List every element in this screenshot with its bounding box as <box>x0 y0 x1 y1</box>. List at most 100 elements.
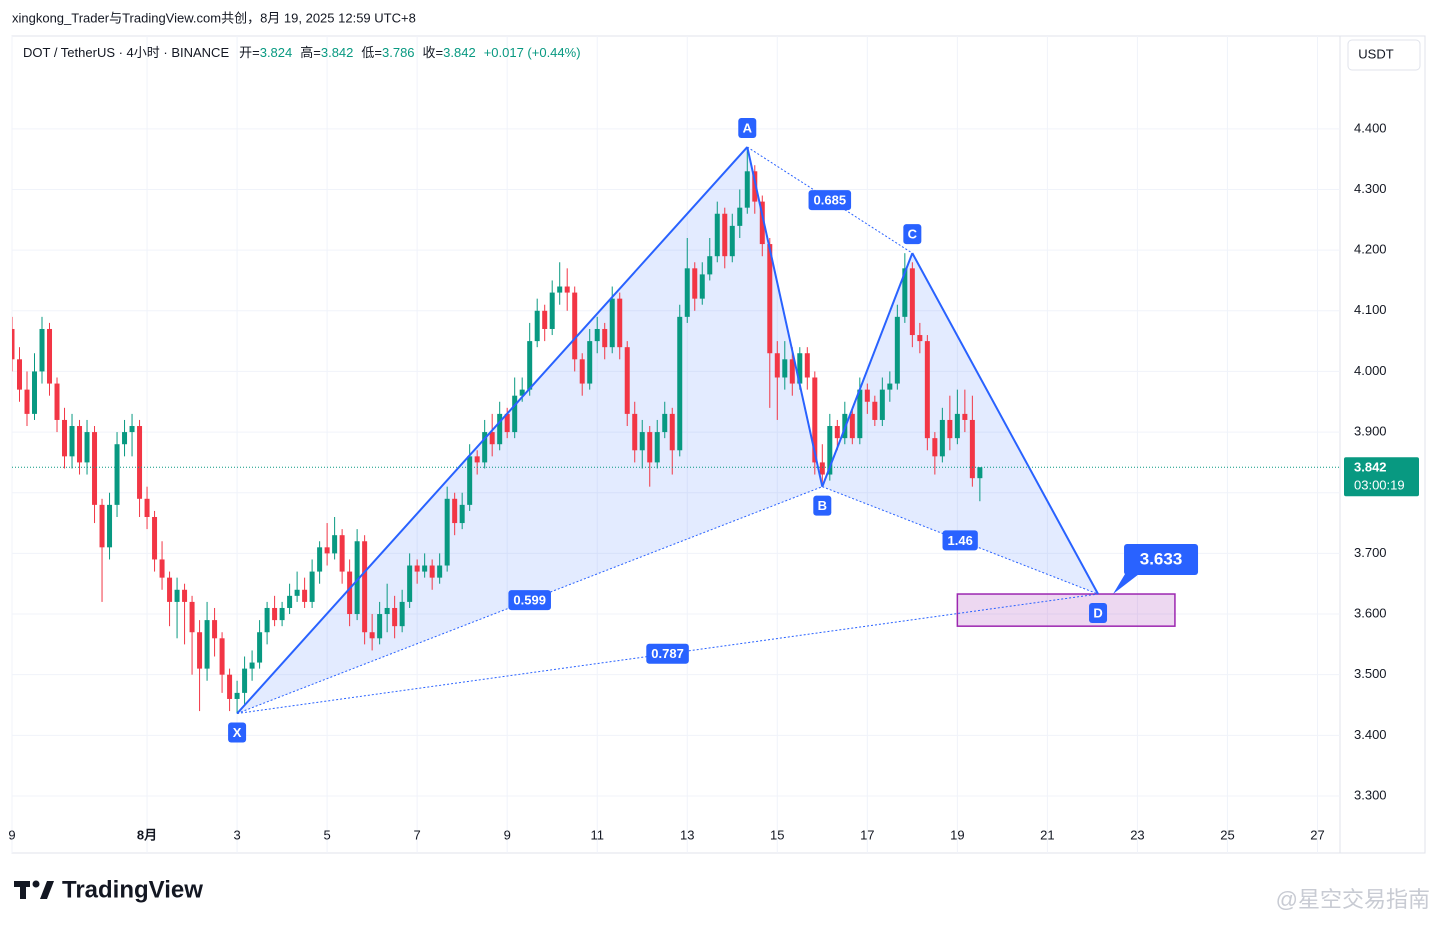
candle-body <box>92 432 98 505</box>
y-tick-label: 4.200 <box>1354 242 1387 257</box>
point-label: C <box>908 227 918 242</box>
currency-button[interactable] <box>1347 39 1421 71</box>
candle-body <box>354 541 360 615</box>
ratio-label-box <box>808 190 852 211</box>
candle-body <box>384 607 390 615</box>
x-tick-label: 19 <box>950 827 964 842</box>
x-tick-label: 5 <box>324 827 331 842</box>
candle-body <box>399 601 405 627</box>
candle-body <box>977 467 983 479</box>
candle-body <box>497 413 503 445</box>
symbol: DOT / TetherUS · 4小时 · BINANCE <box>23 45 229 60</box>
y-tick-label: 4.300 <box>1354 181 1387 196</box>
candle-body <box>804 353 810 378</box>
currency[interactable]: USDT <box>1358 46 1393 61</box>
candle-body <box>572 292 578 360</box>
x-tick-label: 21 <box>1040 827 1054 842</box>
candle-body <box>159 559 165 578</box>
candle-body <box>369 632 375 639</box>
candle-body <box>422 565 428 572</box>
ratio-label-box <box>942 530 978 551</box>
candle-body <box>362 541 368 633</box>
logo <box>14 880 54 899</box>
ratio-line <box>237 593 1099 714</box>
last-price: 3.842 <box>1354 460 1387 475</box>
candle-body <box>407 565 413 602</box>
candle-body <box>339 535 345 572</box>
candle-body <box>137 426 143 499</box>
candle-body <box>714 213 720 257</box>
x-tick-label: 3 <box>233 827 240 842</box>
candle-body <box>272 607 278 621</box>
pattern-leg <box>746 146 824 487</box>
candle-body <box>909 268 915 336</box>
candle-body <box>684 268 690 317</box>
legend-value: 3.786 <box>382 45 415 60</box>
candle-body <box>219 638 225 675</box>
ratio-label: 0.787 <box>651 646 684 661</box>
candle-body <box>557 286 563 293</box>
target-pointer <box>1113 574 1140 595</box>
candle-body <box>489 432 495 445</box>
candle-body <box>819 462 825 475</box>
x-tick-label: 15 <box>770 827 784 842</box>
target-box <box>1124 544 1199 576</box>
candle-body <box>827 426 833 475</box>
candle-body <box>474 456 480 463</box>
candle-body <box>302 589 308 602</box>
candle-body <box>257 632 263 663</box>
candle-body <box>534 310 540 342</box>
candle-body <box>144 498 150 517</box>
candle-body <box>47 328 53 384</box>
candle-body <box>234 692 240 699</box>
ratio-line <box>747 146 913 254</box>
pattern-leg <box>236 146 749 715</box>
legend: DOT / TetherUS · 4小时 · BINANCE 开=3.824 高=3… <box>23 45 581 60</box>
x-tick-label: 7 <box>414 827 421 842</box>
candle-body <box>677 316 683 451</box>
candle-body <box>39 328 45 372</box>
candle-body <box>212 620 218 639</box>
candle-body <box>774 353 780 378</box>
candle-body <box>549 292 555 329</box>
ratio-line <box>822 486 1099 595</box>
legend-label: 开= <box>239 45 260 60</box>
ratio-label: 1.46 <box>948 533 973 548</box>
candle-body <box>114 444 120 505</box>
countdown: 03:00:19 <box>1354 478 1405 493</box>
candle-body <box>54 383 60 420</box>
brand: TradingView <box>62 876 203 903</box>
y-tick-label: 3.700 <box>1354 545 1387 560</box>
pattern-fill <box>822 253 1099 595</box>
candle-body <box>152 516 158 560</box>
ratio-label-box <box>508 590 551 611</box>
y-tick-label: 3.400 <box>1354 727 1387 742</box>
legend-label: 低= <box>361 45 382 60</box>
candle-body <box>617 298 623 348</box>
point-label-box <box>738 118 757 139</box>
candle-body <box>129 426 135 433</box>
candle-body <box>954 413 960 439</box>
last-price-box <box>1344 457 1419 497</box>
candle-body <box>467 456 473 505</box>
legend-value: 3.842 <box>321 45 354 60</box>
candle-body <box>414 565 420 572</box>
candle-body <box>294 589 300 596</box>
candle-body <box>17 359 23 390</box>
candle-body <box>752 171 758 202</box>
candle-body <box>77 426 83 463</box>
candle-body <box>647 432 653 463</box>
x-tick-label: 9 <box>8 827 15 842</box>
candle-body <box>887 383 893 390</box>
candle-body <box>519 389 525 396</box>
y-tick-label: 3.500 <box>1354 666 1387 681</box>
candle-body <box>482 432 488 463</box>
x-tick-label: 9 <box>504 827 511 842</box>
credit: xingkong_Trader与TradingView.com共创，8月 19,… <box>12 10 416 25</box>
candle-body <box>182 589 188 602</box>
candle-body <box>317 547 323 572</box>
candle-body <box>639 432 645 451</box>
candle-body <box>12 328 15 360</box>
legend-change: +0.017 (+0.44%) <box>484 45 581 60</box>
